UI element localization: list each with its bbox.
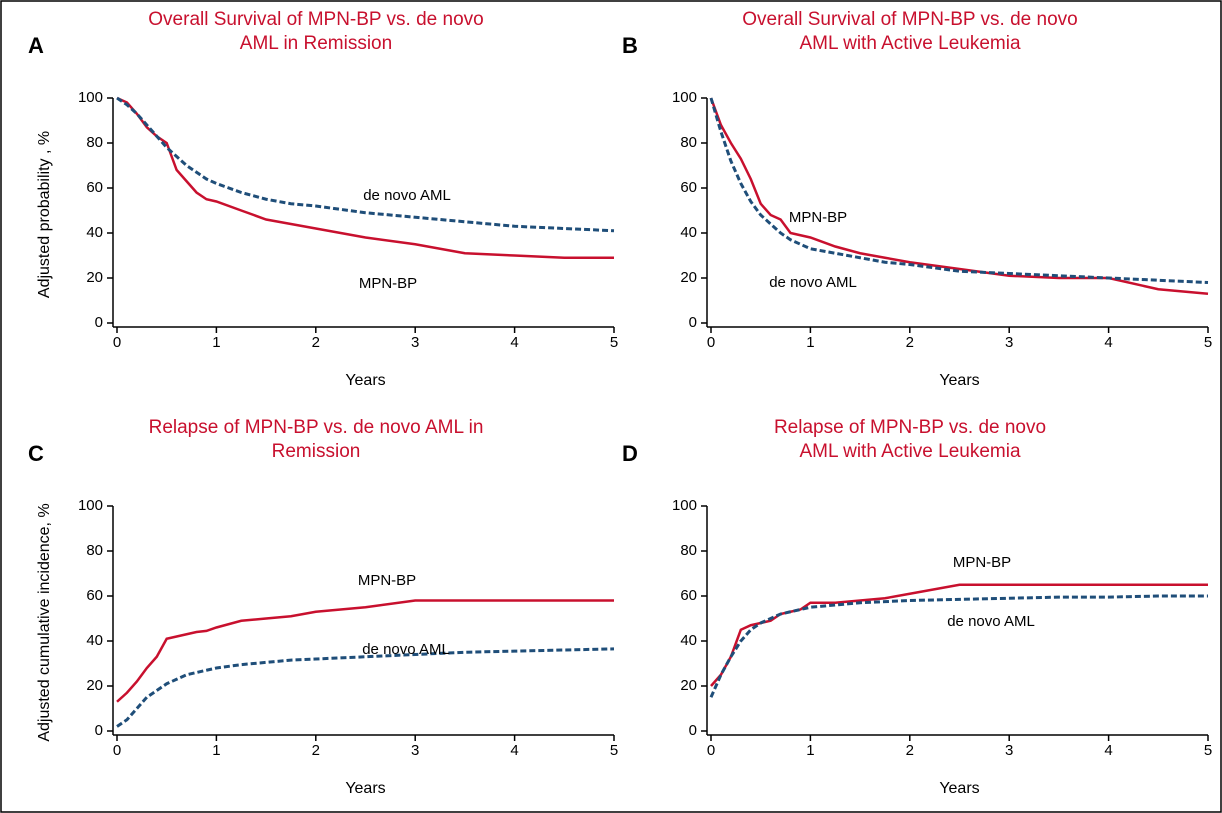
y-tick-label: 20 xyxy=(680,269,697,286)
x-tick-label: 5 xyxy=(610,334,618,351)
series-label: MPN-BP xyxy=(953,554,1011,571)
series-label: de novo AML xyxy=(363,187,451,204)
x-tick-label: 0 xyxy=(113,334,121,351)
x-tick-label: 1 xyxy=(806,742,814,759)
series-label: de novo AML xyxy=(362,641,450,658)
y-tick-label: 80 xyxy=(86,542,103,559)
series-line xyxy=(709,97,1209,284)
x-axis-title: Years xyxy=(939,372,979,389)
y-tick-label: 100 xyxy=(672,89,697,106)
x-tick-label: 2 xyxy=(312,742,320,759)
series-label: de novo AML xyxy=(769,274,857,291)
y-tick-label: 0 xyxy=(689,722,697,739)
y-axis-title: Adjusted probability , % xyxy=(36,131,53,298)
x-tick-label: 1 xyxy=(212,742,220,759)
series-line xyxy=(116,96,614,259)
chart-title: Overall Survival of MPN-BP vs. de novo A… xyxy=(148,9,484,54)
x-tick-label: 5 xyxy=(610,742,618,759)
y-tick-label: 100 xyxy=(672,497,697,514)
y-tick-label: 0 xyxy=(95,314,103,331)
y-tick-label: 0 xyxy=(95,722,103,739)
x-tick-label: 0 xyxy=(707,742,715,759)
x-axis-title: Years xyxy=(345,780,385,797)
x-tick-label: 3 xyxy=(1005,742,1013,759)
chart-title: Relapse of MPN-BP vs. de novo AML in Rem… xyxy=(148,417,484,462)
y-tick-label: 100 xyxy=(78,89,103,106)
panel-label: A xyxy=(28,33,44,58)
x-tick-label: 1 xyxy=(212,334,220,351)
x-tick-label: 0 xyxy=(113,742,121,759)
y-tick-label: 20 xyxy=(86,269,103,286)
series-line xyxy=(709,97,1209,295)
x-tick-label: 2 xyxy=(312,334,320,351)
series-line xyxy=(116,647,615,728)
y-tick-label: 40 xyxy=(680,224,697,241)
series-line xyxy=(709,594,1208,698)
y-tick-label: 80 xyxy=(86,134,103,151)
y-tick-label: 40 xyxy=(680,632,697,649)
y-tick-label: 100 xyxy=(78,497,103,514)
y-tick-label: 80 xyxy=(680,134,697,151)
y-axis-title: Adjusted cumulative incidence, % xyxy=(36,503,53,741)
x-tick-label: 3 xyxy=(1005,334,1013,351)
panel-label: C xyxy=(28,441,44,466)
chart-title: Relapse of MPN-BP vs. de novo AML with A… xyxy=(773,417,1047,462)
x-tick-label: 3 xyxy=(411,334,419,351)
series-label: de novo AML xyxy=(947,613,1035,630)
y-tick-label: 40 xyxy=(86,224,103,241)
x-tick-label: 5 xyxy=(1204,334,1212,351)
y-tick-label: 60 xyxy=(680,179,697,196)
y-tick-label: 60 xyxy=(86,587,103,604)
y-tick-label: 0 xyxy=(689,314,697,331)
x-axis-title: Years xyxy=(939,780,979,797)
x-tick-label: 4 xyxy=(1104,334,1112,351)
x-tick-label: 4 xyxy=(510,742,518,759)
x-tick-label: 1 xyxy=(806,334,814,351)
series-line xyxy=(710,583,1208,687)
y-tick-label: 60 xyxy=(86,179,103,196)
x-axis-title: Years xyxy=(345,372,385,389)
series-label: MPN-BP xyxy=(358,572,416,589)
series-line xyxy=(116,599,614,703)
x-tick-label: 0 xyxy=(707,334,715,351)
x-tick-label: 2 xyxy=(906,334,914,351)
y-tick-label: 20 xyxy=(86,677,103,694)
series-label: MPN-BP xyxy=(789,209,847,226)
x-tick-label: 4 xyxy=(510,334,518,351)
x-tick-label: 4 xyxy=(1104,742,1112,759)
x-tick-label: 2 xyxy=(906,742,914,759)
x-tick-label: 3 xyxy=(411,742,419,759)
y-tick-label: 80 xyxy=(680,542,697,559)
y-tick-label: 20 xyxy=(680,677,697,694)
panel-label: B xyxy=(622,33,638,58)
y-tick-label: 60 xyxy=(680,587,697,604)
x-tick-label: 5 xyxy=(1204,742,1212,759)
series-line xyxy=(116,96,615,233)
series-label: MPN-BP xyxy=(359,275,417,292)
chart-title: Overall Survival of MPN-BP vs. de novo A… xyxy=(742,9,1078,54)
panel-label: D xyxy=(622,441,638,466)
y-tick-label: 40 xyxy=(86,632,103,649)
